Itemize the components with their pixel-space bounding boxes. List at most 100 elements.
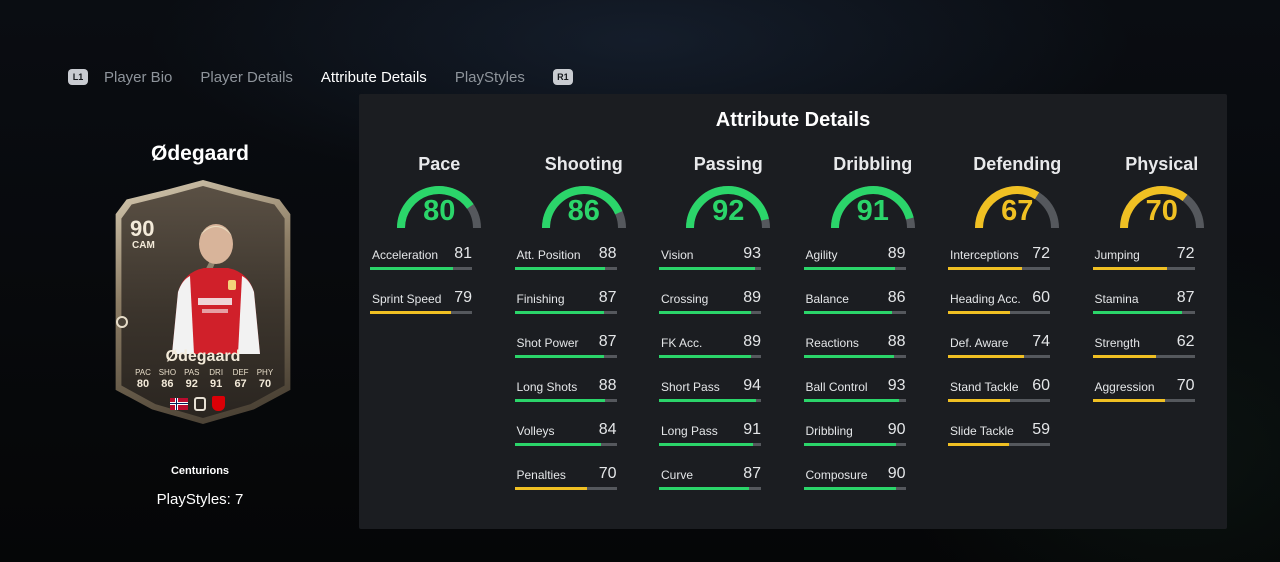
attribute-row[interactable]: Penalties 70: [514, 465, 617, 512]
attribute-row[interactable]: Long Shots 88: [514, 377, 617, 424]
tab-playstyles[interactable]: PlayStyles: [454, 68, 525, 86]
attribute-bar-fill: [514, 267, 606, 270]
attribute-bar: [514, 311, 617, 314]
attribute-row[interactable]: Aggression 70: [1092, 377, 1195, 424]
attribute-bar: [514, 267, 617, 270]
attribute-row[interactable]: Agility 89: [803, 245, 906, 292]
card-side-emblem: [116, 316, 128, 328]
category-rating: 92: [712, 195, 745, 227]
card-rating: 90: [130, 216, 155, 241]
attribute-label: Aggression: [1094, 380, 1155, 394]
attribute-label: Strength: [1094, 336, 1140, 350]
attribute-value: 89: [743, 289, 761, 306]
attribute-row[interactable]: Jumping 72: [1092, 245, 1195, 292]
attribute-bar-fill: [659, 267, 755, 270]
attribute-row[interactable]: Curve 87: [659, 465, 761, 512]
attribute-row[interactable]: Crossing 89: [659, 289, 761, 336]
attribute-row[interactable]: Interceptions 72: [948, 245, 1050, 292]
attribute-row[interactable]: Short Pass 94: [659, 377, 761, 424]
attribute-list: Agility 89 Balance 86 Reactions 88 Ball Contro…: [801, 245, 946, 512]
attribute-value: 90: [887, 421, 906, 438]
league-badge-icon: [194, 396, 206, 411]
gauge-fill: [830, 186, 914, 229]
gauge-fill: [541, 186, 623, 229]
card-stat-label: PAC: [135, 368, 151, 377]
attribute-row[interactable]: Strength 62: [1092, 333, 1195, 380]
attribute-row[interactable]: Acceleration 81: [370, 245, 472, 292]
attribute-row[interactable]: Balance 86: [803, 289, 906, 336]
attribute-label: Agility: [805, 248, 838, 262]
attribute-row[interactable]: Long Pass 91: [659, 421, 761, 468]
r1-button-hint[interactable]: R1: [552, 69, 573, 85]
attribute-label: Volleys: [516, 424, 555, 438]
l1-button-hint[interactable]: L1: [68, 69, 88, 85]
attribute-row[interactable]: FK Acc. 89: [659, 333, 761, 380]
attribute-label: Short Pass: [661, 380, 720, 394]
attribute-bar-fill: [803, 267, 896, 270]
attribute-label: Crossing: [661, 292, 709, 306]
category-gauge: 86: [540, 184, 628, 232]
card-stat-value: 92: [185, 378, 198, 390]
attribute-row[interactable]: Volleys 84: [514, 421, 617, 468]
attribute-row[interactable]: Stamina 87: [1092, 289, 1195, 336]
attribute-row[interactable]: Heading Acc. 60: [948, 289, 1050, 336]
attribute-column-physical: Physical 70 Jumping 72 Stamina 87 Strength 62 Ag…: [1090, 154, 1235, 512]
attribute-value: 60: [1032, 377, 1050, 394]
attribute-row[interactable]: Slide Tackle 59: [948, 421, 1050, 468]
tab-player-details[interactable]: Player Details: [200, 68, 293, 86]
card-stat-label: DRI: [209, 368, 224, 377]
card-player-name: Ødegaard: [165, 348, 241, 365]
card-stat-value: 80: [136, 378, 150, 390]
attribute-bar-fill: [514, 399, 606, 402]
card-stat-label: PHY: [256, 368, 274, 377]
attribute-label: Heading Acc.: [950, 292, 1021, 306]
attribute-row[interactable]: Att. Position 88: [514, 245, 617, 292]
attribute-bar: [803, 355, 906, 358]
card-stat-label: SHO: [158, 368, 177, 377]
attribute-bar-fill: [803, 443, 897, 446]
category-title: Pace: [418, 154, 461, 174]
attribute-row[interactable]: Dribbling 90: [803, 421, 906, 468]
attribute-label: Jumping: [1094, 248, 1140, 262]
attribute-bar-fill: [514, 443, 602, 446]
attribute-list: Interceptions 72 Heading Acc. 60 Def. Aware 7…: [945, 245, 1090, 468]
attribute-label: FK Acc.: [661, 336, 703, 350]
category-title: Physical: [1125, 154, 1199, 174]
attribute-row[interactable]: Def. Aware 74: [948, 333, 1050, 380]
attribute-bar-fill: [514, 487, 587, 490]
attribute-value: 87: [1176, 289, 1195, 306]
attribute-value: 89: [887, 245, 906, 262]
attribute-bar-fill: [803, 399, 900, 402]
attribute-value: 88: [598, 377, 617, 394]
attribute-value: 87: [743, 465, 761, 482]
tab-player-bio[interactable]: Player Bio: [104, 68, 173, 86]
attribute-row[interactable]: Finishing 87: [514, 289, 617, 336]
attribute-row[interactable]: Vision 93: [659, 245, 761, 292]
attribute-bar-fill: [659, 443, 753, 446]
attribute-row[interactable]: Composure 90: [803, 465, 906, 512]
attribute-bar-fill: [659, 487, 749, 490]
tab-attribute-details[interactable]: Attribute Details: [320, 68, 427, 86]
attribute-value: 86: [887, 289, 906, 306]
attribute-value: 81: [454, 245, 472, 262]
attribute-bar-fill: [1092, 267, 1167, 270]
attribute-value: 72: [1176, 245, 1195, 262]
attribute-columns: Pace 80 Acceleration 81 Sprint Speed 79 Shooti…: [367, 154, 1234, 512]
attribute-bar-fill: [1092, 399, 1165, 402]
attribute-label: Def. Aware: [950, 336, 1009, 350]
attribute-bar-fill: [803, 355, 895, 358]
category-gauge: 70: [1118, 184, 1206, 232]
attribute-row[interactable]: Sprint Speed 79: [370, 289, 472, 336]
attribute-bar: [659, 311, 761, 314]
attribute-bar-fill: [803, 487, 897, 490]
attribute-label: Shot Power: [516, 336, 579, 350]
attribute-bar-fill: [948, 311, 1010, 314]
attribute-row[interactable]: Ball Control 93: [803, 377, 906, 424]
player-portrait: [172, 224, 260, 354]
attribute-row[interactable]: Shot Power 87: [514, 333, 617, 380]
attribute-column-defending: Defending 67 Interceptions 72 Heading Acc. 60…: [945, 154, 1090, 512]
attribute-row[interactable]: Stand Tackle 60: [948, 377, 1050, 424]
attribute-row[interactable]: Reactions 88: [803, 333, 906, 380]
gauge-fill: [397, 186, 474, 229]
